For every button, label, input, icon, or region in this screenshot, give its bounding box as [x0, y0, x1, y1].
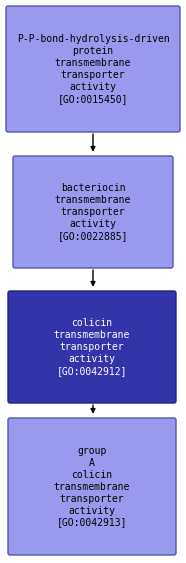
FancyBboxPatch shape: [6, 6, 180, 132]
Text: bacteriocin
transmembrane
transporter
activity
[GO:0022885]: bacteriocin transmembrane transporter ac…: [55, 183, 131, 241]
Text: P-P-bond-hydrolysis-driven
protein
transmembrane
transporter
activity
[GO:001545: P-P-bond-hydrolysis-driven protein trans…: [17, 34, 169, 104]
FancyBboxPatch shape: [8, 418, 176, 555]
FancyBboxPatch shape: [13, 156, 173, 268]
FancyBboxPatch shape: [8, 291, 176, 403]
Text: colicin
transmembrane
transporter
activity
[GO:0042912]: colicin transmembrane transporter activi…: [54, 318, 130, 376]
Text: group
A
colicin
transmembrane
transporter
activity
[GO:0042913]: group A colicin transmembrane transporte…: [54, 445, 130, 528]
